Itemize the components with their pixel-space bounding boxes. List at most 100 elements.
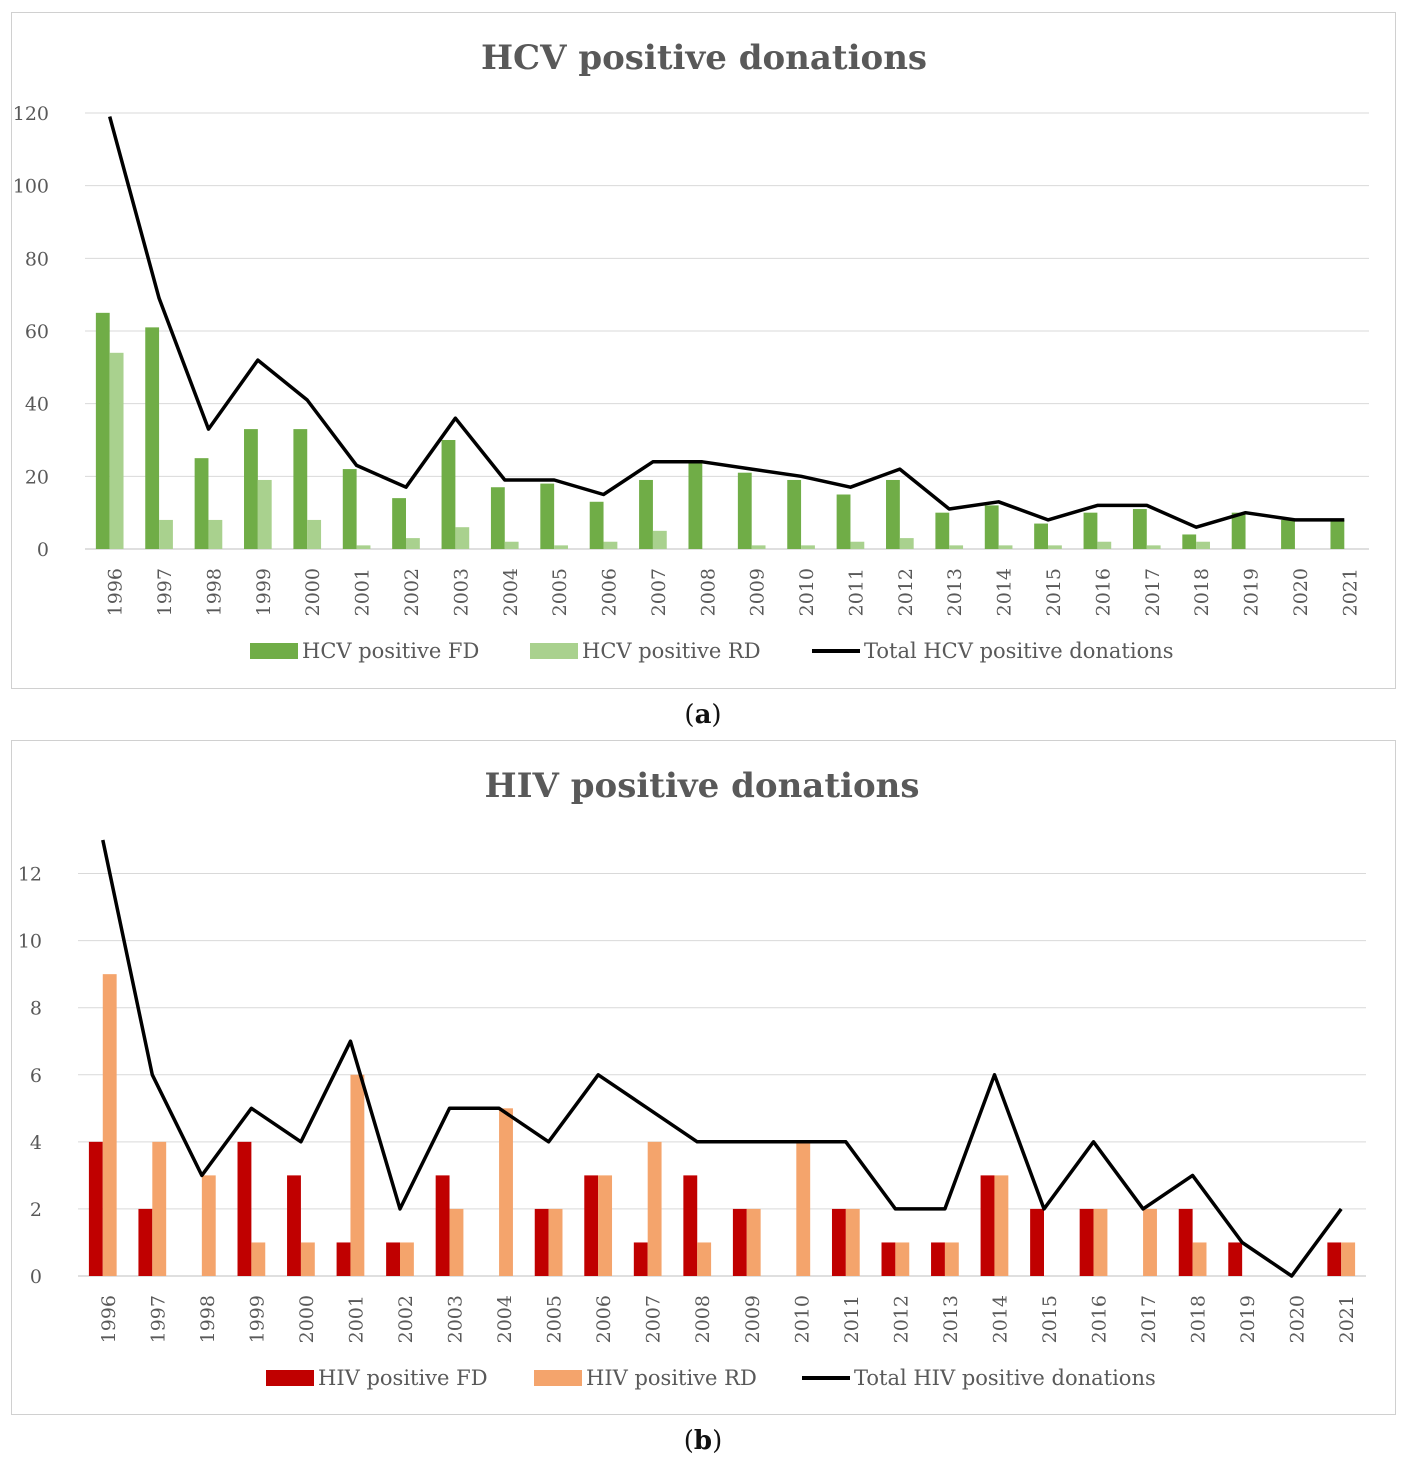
hcv-x-tick-2008: 2008 xyxy=(697,568,719,616)
hiv-y-tick-6: 6 xyxy=(30,1065,42,1087)
hiv-bar-rd-2007 xyxy=(647,1141,662,1276)
hiv-bar-fd-1999 xyxy=(237,1141,252,1276)
caption-b: (b) xyxy=(0,1426,1406,1456)
hcv-bar-fd-2014 xyxy=(984,505,999,549)
hcv-x-tick-2018: 2018 xyxy=(1191,568,1213,616)
hiv-bar-fd-2002 xyxy=(386,1242,400,1276)
hcv-x-tick-2007: 2007 xyxy=(648,568,670,616)
hiv-x-tick-1999: 1999 xyxy=(246,1295,268,1343)
hcv-bar-rd-1997 xyxy=(159,519,173,549)
hcv-x-tick-2002: 2002 xyxy=(401,568,423,616)
hiv-x-tick-1998: 1998 xyxy=(197,1295,219,1343)
hcv-x-tick-2001: 2001 xyxy=(352,568,374,616)
hiv-bar-fd-2015 xyxy=(1030,1208,1044,1276)
hiv-bar-rd-2009 xyxy=(746,1208,761,1276)
hiv-x-tick-2020: 2020 xyxy=(1287,1295,1309,1343)
hiv-x-tick-2012: 2012 xyxy=(890,1295,912,1343)
hiv-chart-panel: HIV positive donations 0 2 4 6 8 10 12 1996 1997 1… xyxy=(11,740,1396,1415)
hcv-x-tick-2006: 2006 xyxy=(599,568,621,616)
hcv-x-tick-1997: 1997 xyxy=(154,568,176,616)
hiv-x-tick-1997: 1997 xyxy=(147,1295,169,1343)
hcv-bar-fd-2008 xyxy=(688,461,703,549)
hcv-x-tick-2021: 2021 xyxy=(1339,568,1361,616)
caption-b-open: ( xyxy=(683,1426,694,1456)
hiv-bar-rd-2005 xyxy=(548,1208,563,1276)
hiv-x-tick-2017: 2017 xyxy=(1138,1295,1160,1343)
hiv-x-tick-2021: 2021 xyxy=(1336,1295,1358,1343)
hcv-x-tick-2020: 2020 xyxy=(1290,568,1312,616)
hcv-bar-fd-1996 xyxy=(95,312,110,549)
hiv-x-tick-2016: 2016 xyxy=(1089,1295,1111,1343)
hiv-legend-swatch-1 xyxy=(534,1370,582,1386)
hiv-y-tick-4: 4 xyxy=(30,1132,42,1154)
hiv-bar-fd-2011 xyxy=(831,1208,846,1276)
hiv-bar-fd-2021 xyxy=(1327,1242,1342,1276)
hiv-bar-rd-2013 xyxy=(944,1242,959,1276)
hcv-bar-fd-1999 xyxy=(244,429,258,549)
hcv-bar-fd-2021 xyxy=(1330,519,1345,549)
hcv-x-tick-2015: 2015 xyxy=(1043,568,1065,616)
hcv-x-tick-1996: 1996 xyxy=(105,568,127,616)
hcv-bar-rd-1996 xyxy=(109,352,124,549)
hiv-bar-rd-2016 xyxy=(1093,1208,1108,1276)
caption-a-letter: a xyxy=(694,700,712,730)
hiv-bar-rd-2014 xyxy=(994,1175,1009,1276)
hiv-bar-fd-2008 xyxy=(683,1175,698,1276)
hiv-legend-label-0: HIV positive FD xyxy=(318,1366,488,1390)
hcv-bar-rd-2001 xyxy=(356,545,371,549)
hiv-x-tick-2000: 2000 xyxy=(296,1295,318,1343)
hcv-x-tick-2012: 2012 xyxy=(895,568,917,616)
hiv-x-tick-2010: 2010 xyxy=(791,1295,813,1343)
hcv-bar-rd-2009 xyxy=(751,545,766,549)
hiv-x-tick-2009: 2009 xyxy=(742,1295,764,1343)
hiv-x-tick-2019: 2019 xyxy=(1237,1295,1259,1343)
hiv-y-tick-10: 10 xyxy=(18,931,42,953)
hcv-y-tick-120: 120 xyxy=(13,103,49,125)
hcv-x-tick-2016: 2016 xyxy=(1092,568,1114,616)
hiv-y-tick-2: 2 xyxy=(30,1199,42,1221)
hcv-bar-fd-2011 xyxy=(836,494,851,549)
hcv-bar-rd-2002 xyxy=(406,538,420,549)
hiv-x-tick-1996: 1996 xyxy=(98,1295,120,1343)
hcv-x-tick-1998: 1998 xyxy=(203,568,225,616)
hiv-x-tick-2015: 2015 xyxy=(1039,1295,1061,1343)
hiv-bar-rd-2008 xyxy=(697,1242,712,1276)
hcv-bar-rd-2012 xyxy=(899,538,914,549)
hiv-x-tick-2005: 2005 xyxy=(544,1295,566,1343)
hiv-x-tick-2001: 2001 xyxy=(345,1295,367,1343)
hcv-bar-fd-1997 xyxy=(145,327,160,549)
hcv-bar-rd-2011 xyxy=(850,541,865,549)
hiv-bar-fd-2014 xyxy=(980,1175,995,1276)
hiv-bar-rd-2004 xyxy=(499,1108,513,1276)
hcv-legend-swatch-0 xyxy=(250,643,298,659)
hiv-legend-label-2: Total HIV positive donations xyxy=(854,1366,1156,1390)
hcv-bar-fd-2012 xyxy=(886,479,900,549)
hcv-legend-label-1: HCV positive RD xyxy=(582,639,761,663)
hiv-bar-fd-2003 xyxy=(435,1175,450,1276)
caption-a-close: ) xyxy=(711,700,722,730)
hiv-bar-rd-2018 xyxy=(1192,1242,1207,1276)
hcv-bar-fd-2006 xyxy=(589,501,604,549)
hiv-x-tick-2011: 2011 xyxy=(841,1295,863,1343)
hcv-bar-rd-2003 xyxy=(455,527,470,549)
hcv-x-tick-2019: 2019 xyxy=(1241,568,1263,616)
hcv-y-tick-60: 60 xyxy=(25,321,49,343)
hcv-bar-rd-2006 xyxy=(603,541,618,549)
hcv-legend-label-0: HCV positive FD xyxy=(302,639,479,663)
hcv-bar-fd-2020 xyxy=(1281,519,1295,549)
hcv-bar-fd-2013 xyxy=(935,512,950,549)
hcv-bar-fd-1998 xyxy=(194,458,209,549)
hiv-total-line xyxy=(101,839,1343,1278)
hiv-x-tick-2007: 2007 xyxy=(643,1295,665,1343)
hcv-legend-swatch-1 xyxy=(530,643,578,659)
hcv-bar-fd-2005 xyxy=(540,483,555,549)
hiv-bar-rd-1998 xyxy=(201,1175,216,1276)
hiv-bar-fd-2001 xyxy=(336,1242,351,1276)
hcv-x-tick-1999: 1999 xyxy=(253,568,275,616)
hiv-legend-swatch-0 xyxy=(266,1370,314,1386)
hcv-bar-fd-2015 xyxy=(1034,523,1048,549)
hcv-bar-rd-2004 xyxy=(504,541,519,549)
hiv-bar-rd-2002 xyxy=(400,1242,414,1276)
hiv-bar-rd-2021 xyxy=(1341,1242,1356,1276)
hiv-x-tick-2013: 2013 xyxy=(940,1295,962,1343)
